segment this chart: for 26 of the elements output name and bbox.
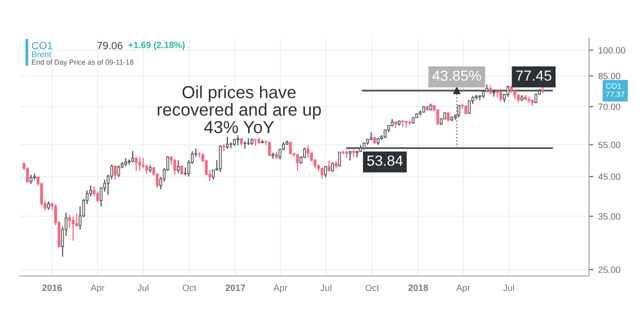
- x-tick-label: Apr: [456, 284, 470, 293]
- annotation: Brent: [32, 51, 52, 58]
- y-tick-label: 100.00: [598, 47, 626, 54]
- x-tick-label: Oct: [182, 284, 196, 291]
- annotation: +1.69 (2.18%): [128, 42, 185, 50]
- annotation: 43.85%: [432, 70, 481, 81]
- annotation: 79.06: [97, 42, 122, 50]
- x-tick-label: 2016: [42, 284, 62, 291]
- y-tick-label: 25.00: [598, 266, 620, 273]
- y-tick-label: 45.00: [598, 174, 620, 180]
- annotation: 77.45: [516, 70, 552, 81]
- x-tick-label: Jul: [138, 284, 148, 291]
- x-tick-label: Jul: [320, 284, 332, 291]
- annotation: CO1: [32, 42, 52, 50]
- x-tick-label: Jul: [503, 284, 514, 291]
- y-tick-label: 70.00: [598, 104, 620, 110]
- y-tick-label: 85.00: [598, 72, 620, 80]
- annotation: 53.84: [367, 155, 403, 166]
- annotation: Oil prices have recovered and are up 43% YoY: [158, 86, 321, 134]
- y-tick-label: 35.00: [598, 213, 620, 220]
- x-tick-label: Apr: [273, 284, 288, 293]
- y-tick-label: 55.00: [598, 142, 620, 148]
- x-tick-label: 2018: [408, 284, 428, 291]
- x-tick-label: Apr: [90, 284, 105, 293]
- x-tick-label: 2017: [226, 284, 246, 291]
- x-tick-label: Oct: [366, 284, 380, 291]
